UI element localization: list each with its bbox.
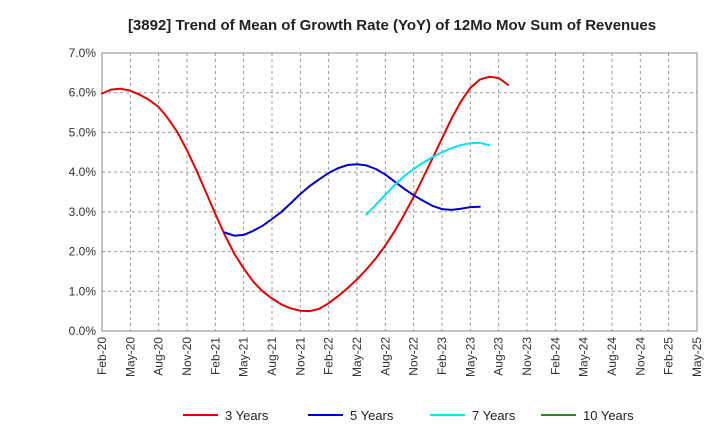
x-tick-label: May-24 — [577, 337, 591, 377]
x-tick-label: Aug-23 — [492, 337, 506, 376]
y-axis: 0.0% 1.0% 2.0% 3.0% 4.0% 5.0% 6.0% 7.0% — [69, 46, 97, 338]
legend-label-3-years: 3 Years — [225, 408, 269, 423]
y-tick-label: 3.0% — [69, 205, 97, 219]
x-tick-label: May-25 — [690, 337, 704, 377]
y-tick-label: 1.0% — [69, 284, 97, 298]
series-lines — [101, 75, 510, 313]
x-tick-label: Feb-25 — [662, 337, 676, 375]
legend-label-7-years: 7 Years — [472, 408, 516, 423]
series-line-3-years — [101, 75, 510, 313]
x-tick-label: Feb-20 — [95, 337, 109, 375]
y-tick-label: 0.0% — [69, 324, 97, 338]
x-tick-label: Aug-24 — [605, 337, 619, 376]
legend-label-10-years: 10 Years — [583, 408, 634, 423]
x-tick-label: May-22 — [350, 337, 364, 377]
series-line-5-years — [223, 163, 481, 237]
grid-lines — [101, 52, 698, 332]
x-tick-label: May-20 — [123, 337, 137, 377]
x-tick-label: Nov-23 — [520, 337, 534, 376]
y-tick-label: 2.0% — [69, 245, 97, 259]
chart-title: [3892] Trend of Mean of Growth Rate (YoY… — [128, 17, 656, 34]
x-tick-label: Feb-21 — [208, 337, 222, 375]
x-tick-label: Nov-20 — [180, 337, 194, 376]
x-tick-label: Nov-21 — [293, 337, 307, 376]
plot-area — [101, 52, 698, 332]
legend-label-5-years: 5 Years — [350, 408, 394, 423]
x-tick-label: May-23 — [463, 337, 477, 377]
x-tick-label: Aug-22 — [378, 337, 392, 376]
y-tick-label: 5.0% — [69, 125, 97, 139]
x-tick-label: Feb-23 — [435, 337, 449, 375]
legend: 3 Years 5 Years 7 Years 10 Years — [183, 408, 634, 423]
x-tick-label: Nov-24 — [633, 337, 647, 376]
x-tick-label: Aug-21 — [265, 337, 279, 376]
x-tick-label: Feb-22 — [322, 337, 336, 375]
x-tick-label: Feb-24 — [548, 337, 562, 375]
y-tick-label: 4.0% — [69, 165, 97, 179]
x-tick-label: May-21 — [237, 337, 251, 377]
y-tick-label: 6.0% — [69, 86, 97, 100]
x-axis: Feb-20 May-20 Aug-20 Nov-20 Feb-21 May-21 Aug-… — [95, 337, 704, 377]
series-line-7-years — [365, 141, 491, 216]
x-tick-label: Aug-20 — [152, 337, 166, 376]
y-tick-label: 7.0% — [69, 46, 97, 60]
x-tick-label: Nov-22 — [407, 337, 421, 376]
